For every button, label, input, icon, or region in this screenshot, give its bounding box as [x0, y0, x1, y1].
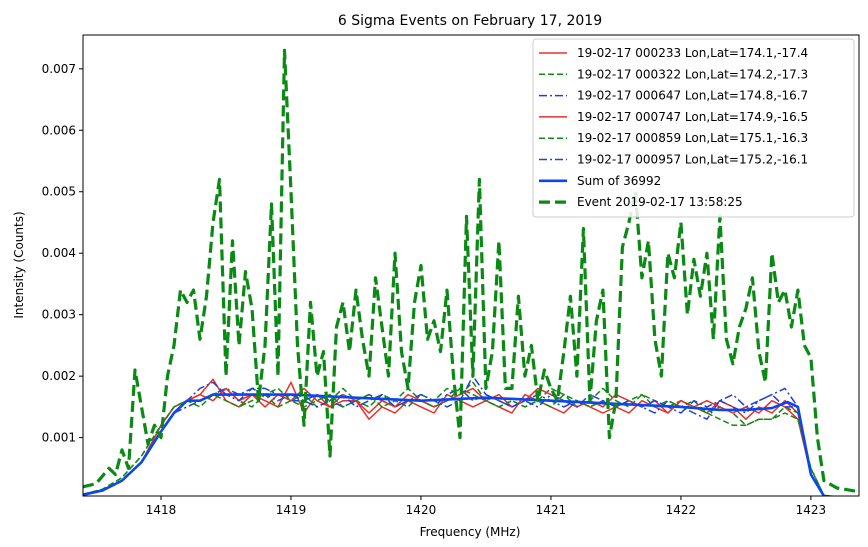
y-tick-label: 0.006 [42, 123, 76, 137]
x-tick-label: 1419 [276, 503, 307, 517]
legend-box [532, 38, 855, 218]
legend-label: 19-02-17 000233 Lon,Lat=174.1,-17.4 [577, 46, 808, 60]
y-tick-label: 0.004 [42, 246, 76, 260]
series-layer [83, 48, 859, 496]
legend-label: Sum of 36992 [577, 174, 661, 188]
series-line-5 [83, 387, 834, 496]
legend-label: 19-02-17 000747 Lon,Lat=174.9,-16.5 [577, 110, 808, 124]
legend-label: Event 2019-02-17 13:58:25 [577, 195, 743, 209]
legend: 19-02-17 000233 Lon,Lat=174.1,-17.4 19-02… [532, 38, 855, 218]
legend-label: 19-02-17 000957 Lon,Lat=175.2,-16.1 [577, 153, 808, 167]
x-tick-label: 1422 [666, 503, 697, 517]
series-line-7 [83, 393, 841, 496]
y-tick-label: 0.003 [42, 308, 76, 322]
y-axis: 0.001 0.002 0.003 0.004 0.005 0.006 0.007 [42, 62, 83, 445]
x-tick-label: 1420 [406, 503, 437, 517]
chart-title: 6 Sigma Events on February 17, 2019 [338, 13, 602, 29]
legend-label: 19-02-17 000859 Lon,Lat=175.1,-16.3 [577, 131, 808, 145]
y-tick-label: 0.002 [42, 369, 76, 383]
series-line-1 [83, 378, 833, 496]
series-line-8 [83, 48, 859, 494]
legend-label: 19-02-17 000322 Lon,Lat=174.2,-17.3 [577, 67, 808, 81]
x-tick-label: 1421 [536, 503, 567, 517]
y-axis-title: Intensity (Counts) [12, 211, 26, 318]
y-tick-label: 0.005 [42, 185, 76, 199]
x-axis: 1418 1419 1420 1421 1422 1423 [146, 496, 826, 517]
legend-label: 19-02-17 000647 Lon,Lat=174.8,-16.7 [577, 89, 808, 103]
series-line-3 [83, 387, 833, 496]
x-axis-title: Frequency (MHz) [420, 525, 521, 539]
plot-frame [82, 34, 860, 497]
y-tick-label: 0.007 [42, 62, 76, 76]
x-tick-label: 1423 [796, 503, 827, 517]
y-tick-label: 0.001 [42, 431, 76, 445]
x-tick-label: 1418 [146, 503, 177, 517]
